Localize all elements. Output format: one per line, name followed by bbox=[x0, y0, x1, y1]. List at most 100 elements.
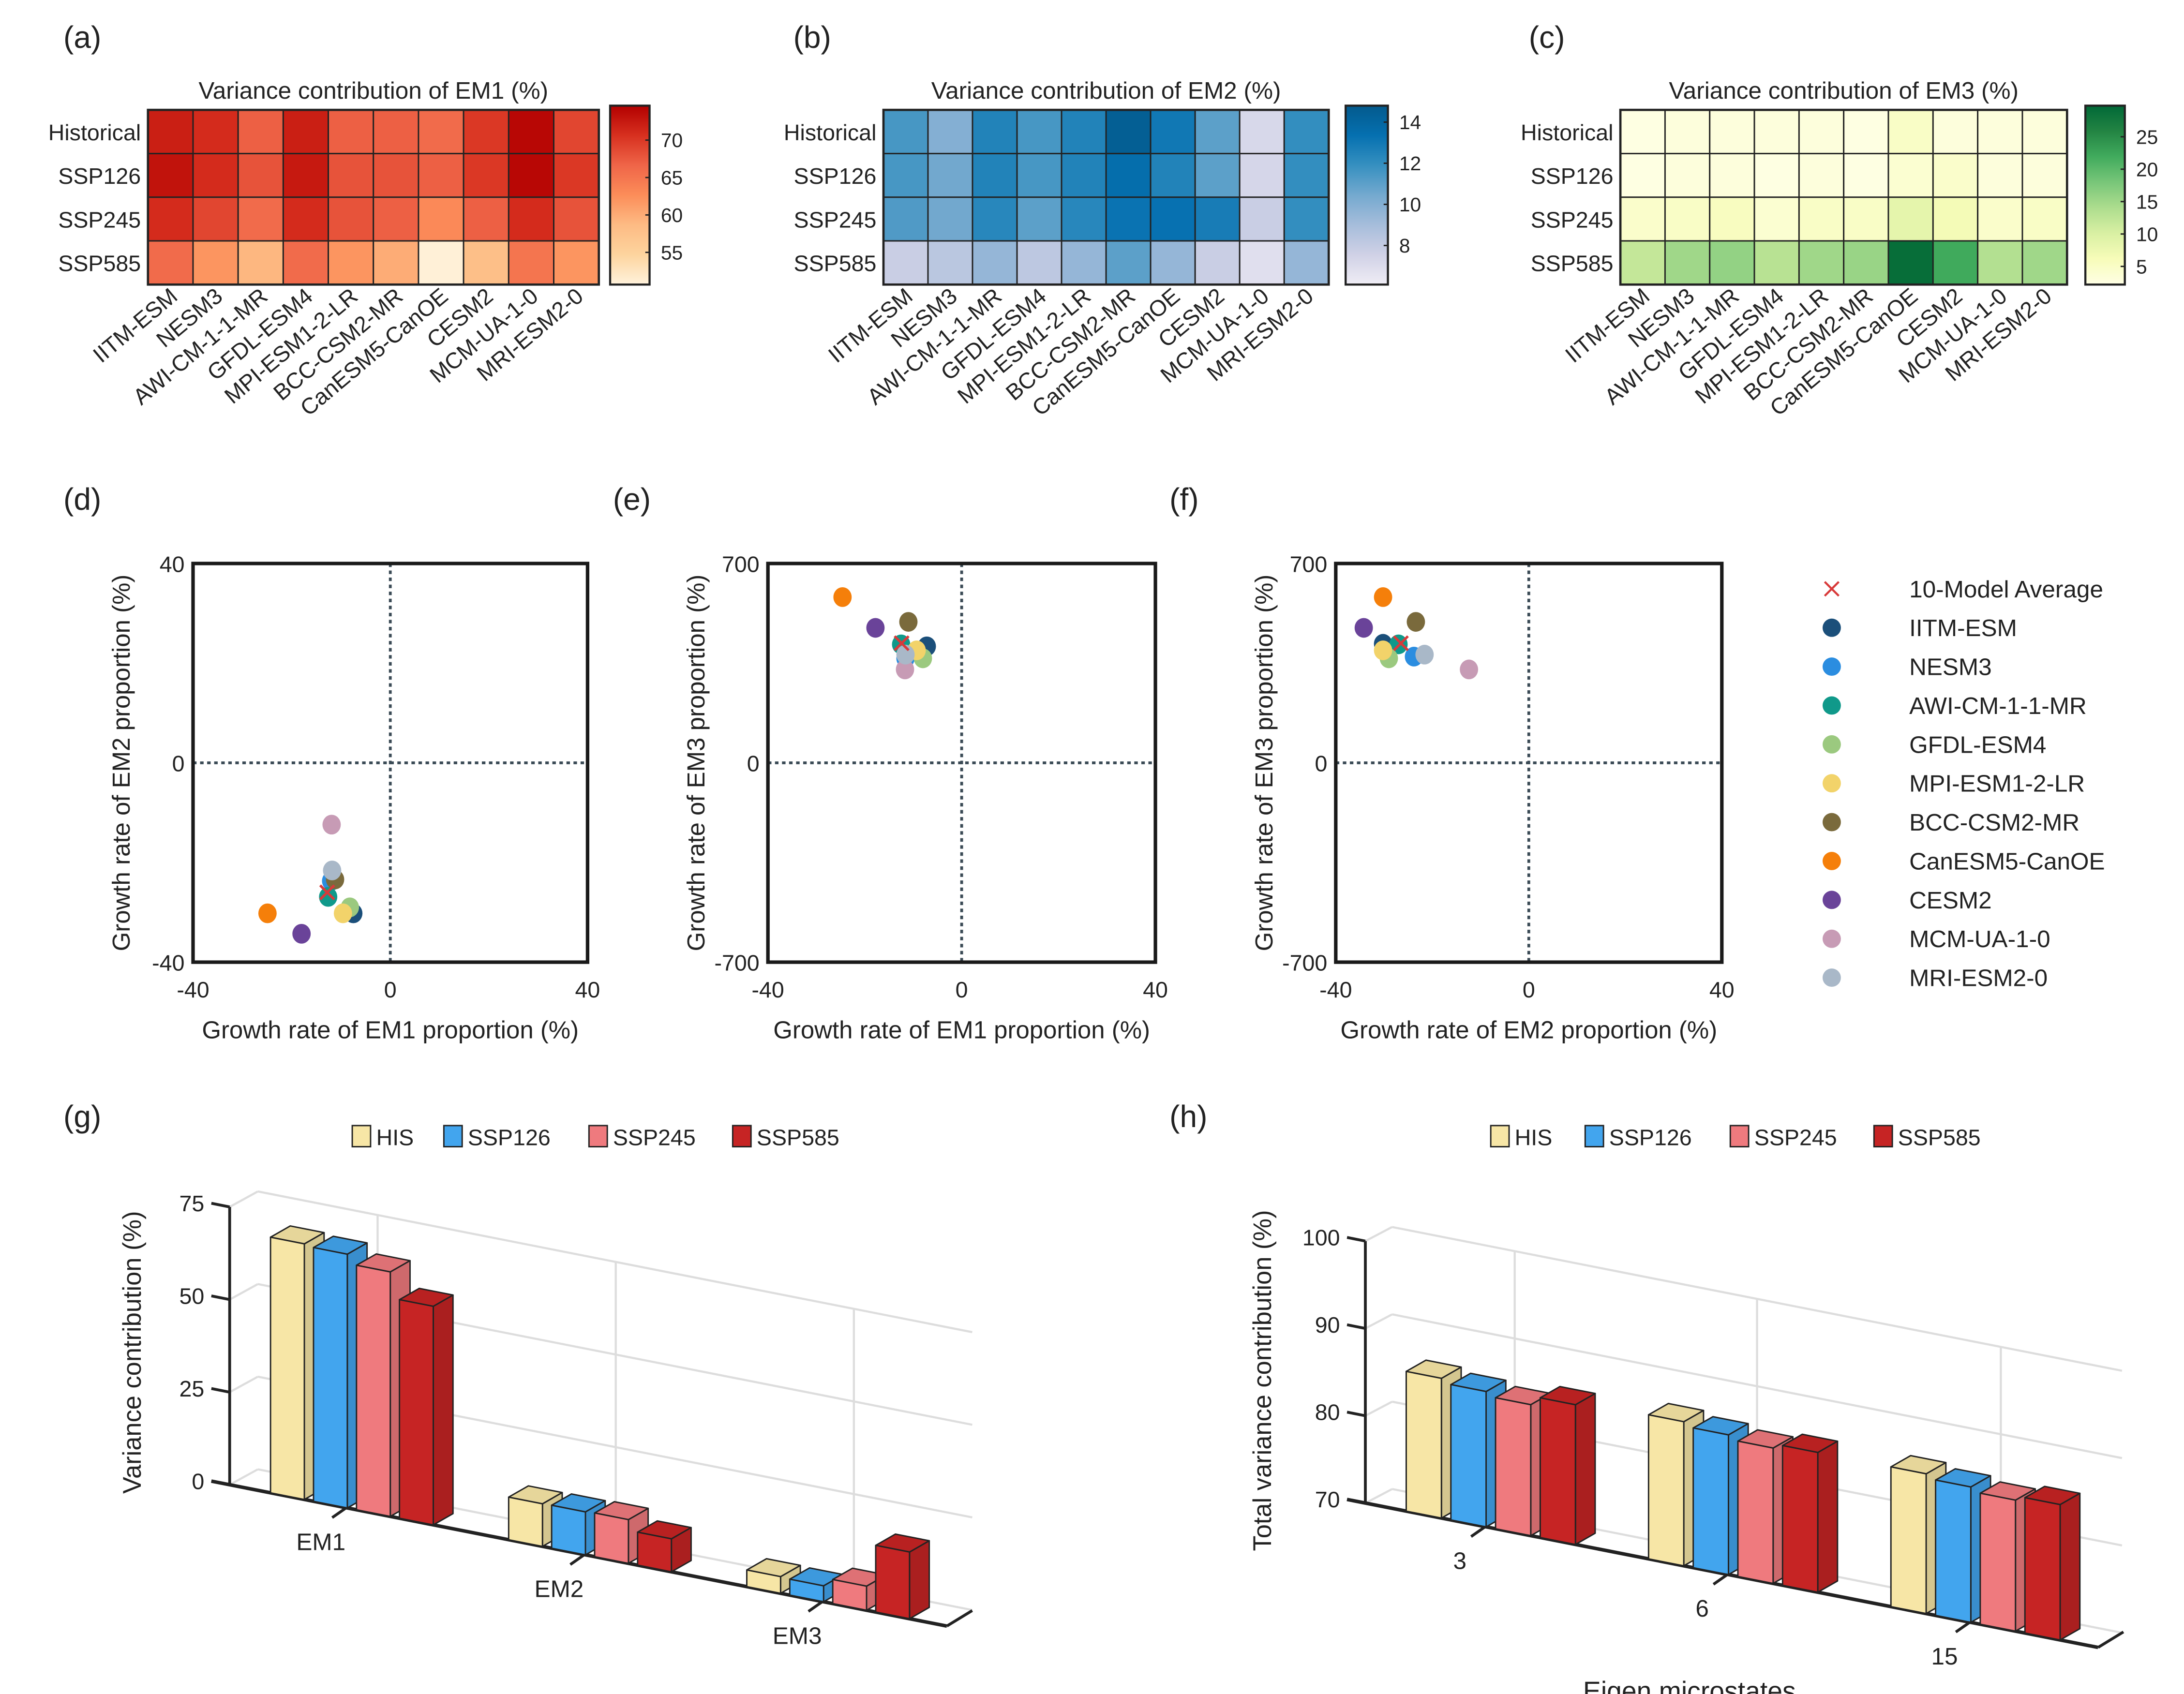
legend-swatch bbox=[443, 1125, 463, 1148]
heatmap-cell bbox=[2021, 109, 2068, 154]
heatmap-cell bbox=[553, 152, 600, 198]
y-tick-label: 90 bbox=[1315, 1312, 1340, 1337]
heatmap-cell bbox=[418, 196, 464, 242]
colorbar-tick-label: 60 bbox=[661, 204, 683, 226]
bar-front bbox=[551, 1504, 586, 1556]
heatmap-cell bbox=[1887, 109, 1934, 154]
heatmap-cell bbox=[1977, 240, 2023, 285]
legend-label: SSP585 bbox=[757, 1125, 839, 1150]
x-axis-end bbox=[946, 1609, 973, 1628]
heatmap-cell bbox=[1843, 196, 1889, 242]
bar-front bbox=[313, 1247, 348, 1509]
panel-label: (a) bbox=[63, 20, 101, 55]
heatmap-cell bbox=[1061, 152, 1107, 198]
legend-label: NESM3 bbox=[1909, 654, 1992, 681]
legend-average-marker bbox=[1824, 581, 1840, 597]
heatmap-cell bbox=[927, 152, 973, 198]
x-tick-label: -40 bbox=[752, 977, 784, 1002]
x-tick bbox=[1955, 1621, 1971, 1634]
point-awi-cm-1-1-mr bbox=[319, 887, 338, 907]
category-label: EM1 bbox=[296, 1529, 345, 1555]
heatmap-cell bbox=[972, 240, 1018, 285]
bar-front bbox=[2024, 1497, 2061, 1641]
heatmap-cell bbox=[1194, 196, 1241, 242]
colorbar bbox=[609, 104, 651, 286]
panel-label: (d) bbox=[63, 482, 101, 517]
x-tick bbox=[569, 1553, 585, 1566]
category-label: EM3 bbox=[773, 1622, 822, 1649]
legend-label: SSP245 bbox=[1754, 1125, 1837, 1150]
legend-label: AWI-CM-1-1-MR bbox=[1909, 693, 2087, 719]
bar-ssp585 bbox=[1539, 1385, 1596, 1545]
heatmap-cell bbox=[418, 152, 464, 198]
heatmap-cell bbox=[1239, 196, 1285, 242]
y-tick-label: -700 bbox=[714, 951, 759, 976]
heatmap-cell bbox=[1150, 240, 1196, 285]
legend-label: SSP245 bbox=[613, 1125, 696, 1150]
legend-label: HIS bbox=[376, 1125, 414, 1150]
point-mri-esm2-0 bbox=[1415, 644, 1434, 665]
heatmap-cell bbox=[237, 152, 284, 198]
bar-chart-panel: 0 25 50 75 EM1 EM2 EM3 HIS SSP126 SSP245 SSP585 Var… bbox=[119, 1125, 973, 1649]
heatmap-cell bbox=[1798, 152, 1845, 198]
x-tick bbox=[808, 1600, 823, 1613]
x-tick-label: 0 bbox=[1523, 977, 1535, 1002]
bar-side bbox=[2059, 1492, 2081, 1641]
category-label: 6 bbox=[1695, 1595, 1709, 1622]
y-tick-label: 700 bbox=[722, 551, 760, 577]
heatmap-cell bbox=[508, 240, 554, 285]
point-mri-esm2-0 bbox=[323, 861, 342, 880]
legend-marker bbox=[1823, 891, 1841, 909]
average-marker bbox=[1393, 635, 1409, 652]
legend-marker bbox=[1823, 852, 1841, 870]
heatmap-cell bbox=[282, 240, 329, 285]
bar-side bbox=[1574, 1393, 1596, 1545]
heatmap-cell bbox=[1105, 109, 1152, 154]
legend-swatch bbox=[351, 1125, 372, 1148]
heatmap-cell bbox=[1753, 196, 1800, 242]
panel-label: (b) bbox=[793, 20, 831, 55]
gridline bbox=[229, 1283, 258, 1301]
colorbar-tick-label: 10 bbox=[1399, 193, 1421, 216]
legend-swatch bbox=[732, 1125, 752, 1148]
heatmap-cell bbox=[1887, 240, 1934, 285]
y-tick bbox=[211, 1202, 230, 1208]
bar-front bbox=[832, 1578, 868, 1611]
heatmap-cell bbox=[1239, 240, 1285, 285]
heatmap-cell bbox=[373, 152, 419, 198]
heatmap-cell bbox=[1016, 240, 1062, 285]
heatmap-cell bbox=[883, 109, 929, 154]
heatmap-cell bbox=[1283, 109, 1330, 154]
heatmap-cell bbox=[1194, 109, 1241, 154]
row-label: SSP585 bbox=[794, 251, 877, 276]
x-axis-end bbox=[2097, 1631, 2124, 1649]
heatmap-cell bbox=[883, 196, 929, 242]
y-tick bbox=[211, 1387, 230, 1394]
x-tick-label: 40 bbox=[1709, 977, 1735, 1002]
heatmap-cell bbox=[1798, 240, 1845, 285]
point-canesm5-canoe bbox=[1374, 587, 1392, 607]
heatmap-cell bbox=[237, 196, 284, 242]
colorbar-tick-label: 15 bbox=[2136, 191, 2158, 213]
colorbar-tick-label: 65 bbox=[661, 167, 683, 189]
heatmap-cell bbox=[1977, 109, 2023, 154]
legend-marker bbox=[1823, 774, 1841, 793]
average-marker bbox=[319, 884, 335, 901]
legend-marker bbox=[1823, 968, 1841, 987]
heatmap-cell bbox=[147, 240, 194, 285]
heatmap-cell bbox=[463, 109, 509, 154]
bar-front bbox=[1692, 1427, 1729, 1575]
legend-swatch bbox=[1873, 1125, 1893, 1148]
colorbar-tick-label: 8 bbox=[1399, 235, 1410, 257]
bar-side bbox=[1817, 1440, 1839, 1593]
heatmap-cell bbox=[192, 152, 239, 198]
legend-label: SSP126 bbox=[1609, 1125, 1692, 1150]
row-label: SSP245 bbox=[58, 207, 141, 232]
category-label: 3 bbox=[1453, 1548, 1466, 1575]
x-tick-label: 40 bbox=[1143, 977, 1168, 1002]
heatmap-cell bbox=[1619, 196, 1666, 242]
legend-label: CESM2 bbox=[1909, 887, 1992, 914]
heatmap-cell bbox=[553, 240, 600, 285]
bar-ssp585 bbox=[637, 1520, 692, 1573]
heatmap-cell bbox=[1619, 152, 1666, 198]
